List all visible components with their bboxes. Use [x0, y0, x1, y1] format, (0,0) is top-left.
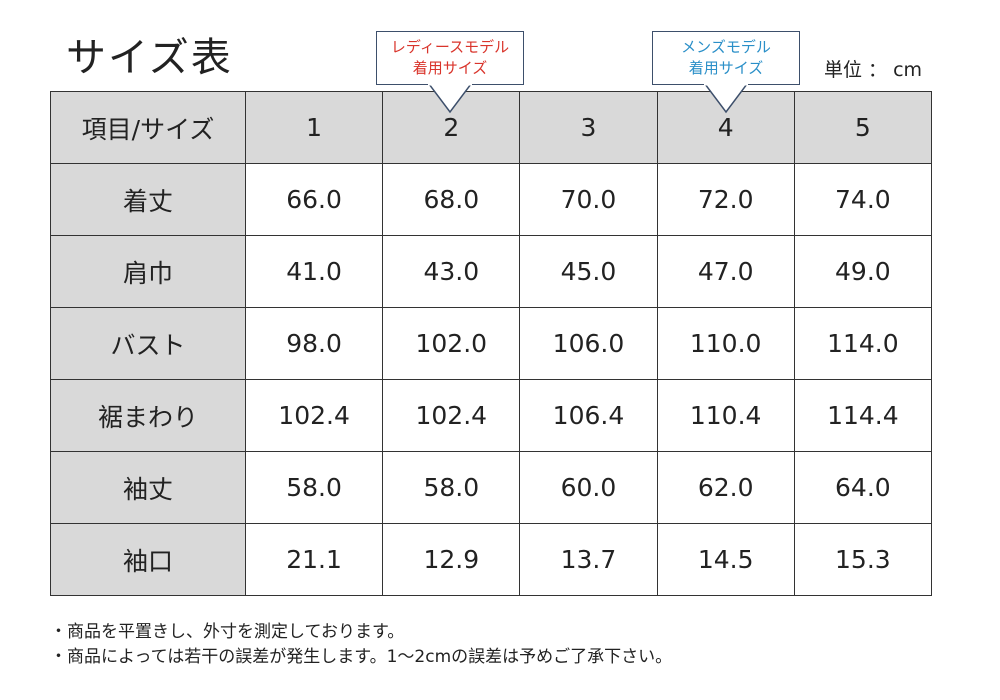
table-row: 袖口 21.1 12.9 13.7 14.5 15.3 — [50, 523, 933, 596]
row-label-cell: 袖丈 — [50, 451, 246, 524]
mens-model-callout: メンズモデル 着用サイズ — [652, 31, 800, 85]
note-line: ・商品によっては若干の誤差が発生します。1～2cmの誤差は予めご了承下さい。 — [50, 647, 673, 667]
value-cell: 110.4 — [656, 379, 795, 452]
value-cell: 58.0 — [382, 451, 521, 524]
row-label-cell: バスト — [50, 307, 246, 380]
value-cell: 62.0 — [656, 451, 795, 524]
value-cell: 110.0 — [656, 307, 795, 380]
table-row: バスト 98.0 102.0 106.0 110.0 114.0 — [50, 307, 933, 380]
value-cell: 114.4 — [793, 379, 933, 452]
value-cell: 102.4 — [382, 379, 521, 452]
value-cell: 14.5 — [656, 523, 795, 596]
value-cell: 15.3 — [793, 523, 933, 596]
mens-callout-arrow-icon — [704, 84, 748, 114]
value-cell: 49.0 — [793, 235, 933, 308]
value-cell: 43.0 — [382, 235, 521, 308]
ladies-callout-line2: 着用サイズ — [412, 59, 488, 77]
value-cell: 74.0 — [793, 163, 933, 236]
table-row: 袖丈 58.0 58.0 60.0 62.0 64.0 — [50, 451, 933, 524]
value-cell: 68.0 — [382, 163, 521, 236]
size-header-cell: 3 — [519, 91, 658, 164]
page-title: サイズ表 — [66, 35, 233, 81]
size-header-cell: 1 — [244, 91, 384, 164]
value-cell: 41.0 — [244, 235, 384, 308]
value-cell: 72.0 — [656, 163, 795, 236]
row-label-cell: 着丈 — [50, 163, 246, 236]
value-cell: 106.4 — [519, 379, 658, 452]
unit-label: 単位 ： cm — [824, 59, 923, 81]
value-cell: 47.0 — [656, 235, 795, 308]
row-label-cell: 袖口 — [50, 523, 246, 596]
notes: ・商品を平置きし、外寸を測定しております。 ・商品によっては若干の誤差が発生しま… — [50, 620, 672, 670]
size-header-cell: 5 — [793, 91, 933, 164]
header-label-cell: 項目/サイズ — [50, 91, 246, 164]
table-row: 着丈 66.0 68.0 70.0 72.0 74.0 — [50, 163, 933, 236]
value-cell: 64.0 — [793, 451, 933, 524]
value-cell: 114.0 — [793, 307, 933, 380]
value-cell: 70.0 — [519, 163, 658, 236]
ladies-callout-arrow-icon — [428, 84, 472, 114]
ladies-model-callout: レディースモデル 着用サイズ — [376, 31, 524, 85]
table-header-row: 項目/サイズ 1 2 3 4 5 — [50, 91, 933, 164]
row-label-cell: 肩巾 — [50, 235, 246, 308]
value-cell: 66.0 — [244, 163, 384, 236]
table-row: 肩巾 41.0 43.0 45.0 47.0 49.0 — [50, 235, 933, 308]
mens-callout-line1: メンズモデル — [681, 38, 771, 56]
ladies-callout-line1: レディースモデル — [390, 38, 510, 56]
size-header-cell: 4 — [656, 91, 795, 164]
value-cell: 45.0 — [519, 235, 658, 308]
row-label-cell: 裾まわり — [50, 379, 246, 452]
value-cell: 106.0 — [519, 307, 658, 380]
value-cell: 58.0 — [244, 451, 384, 524]
value-cell: 21.1 — [244, 523, 384, 596]
table-row: 裾まわり 102.4 102.4 106.4 110.4 114.4 — [50, 379, 933, 452]
value-cell: 13.7 — [519, 523, 658, 596]
value-cell: 60.0 — [519, 451, 658, 524]
value-cell: 102.4 — [244, 379, 384, 452]
value-cell: 98.0 — [244, 307, 384, 380]
mens-callout-line2: 着用サイズ — [688, 59, 764, 77]
size-table: 項目/サイズ 1 2 3 4 5 着丈 66.0 68.0 70.0 72.0 … — [50, 91, 933, 596]
value-cell: 12.9 — [382, 523, 521, 596]
value-cell: 102.0 — [382, 307, 521, 380]
note-line: ・商品を平置きし、外寸を測定しております。 — [50, 622, 405, 642]
